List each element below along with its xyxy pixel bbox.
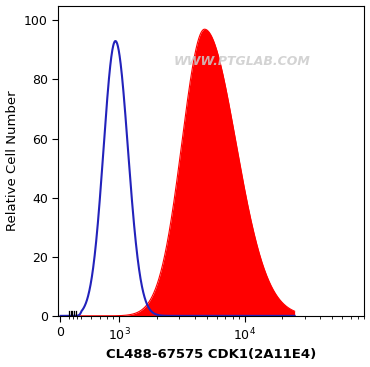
X-axis label: CL488-67575 CDK1(2A11E4): CL488-67575 CDK1(2A11E4) — [106, 348, 317, 361]
Y-axis label: Relative Cell Number: Relative Cell Number — [6, 90, 18, 231]
Text: WWW.PTGLAB.COM: WWW.PTGLAB.COM — [174, 55, 310, 68]
